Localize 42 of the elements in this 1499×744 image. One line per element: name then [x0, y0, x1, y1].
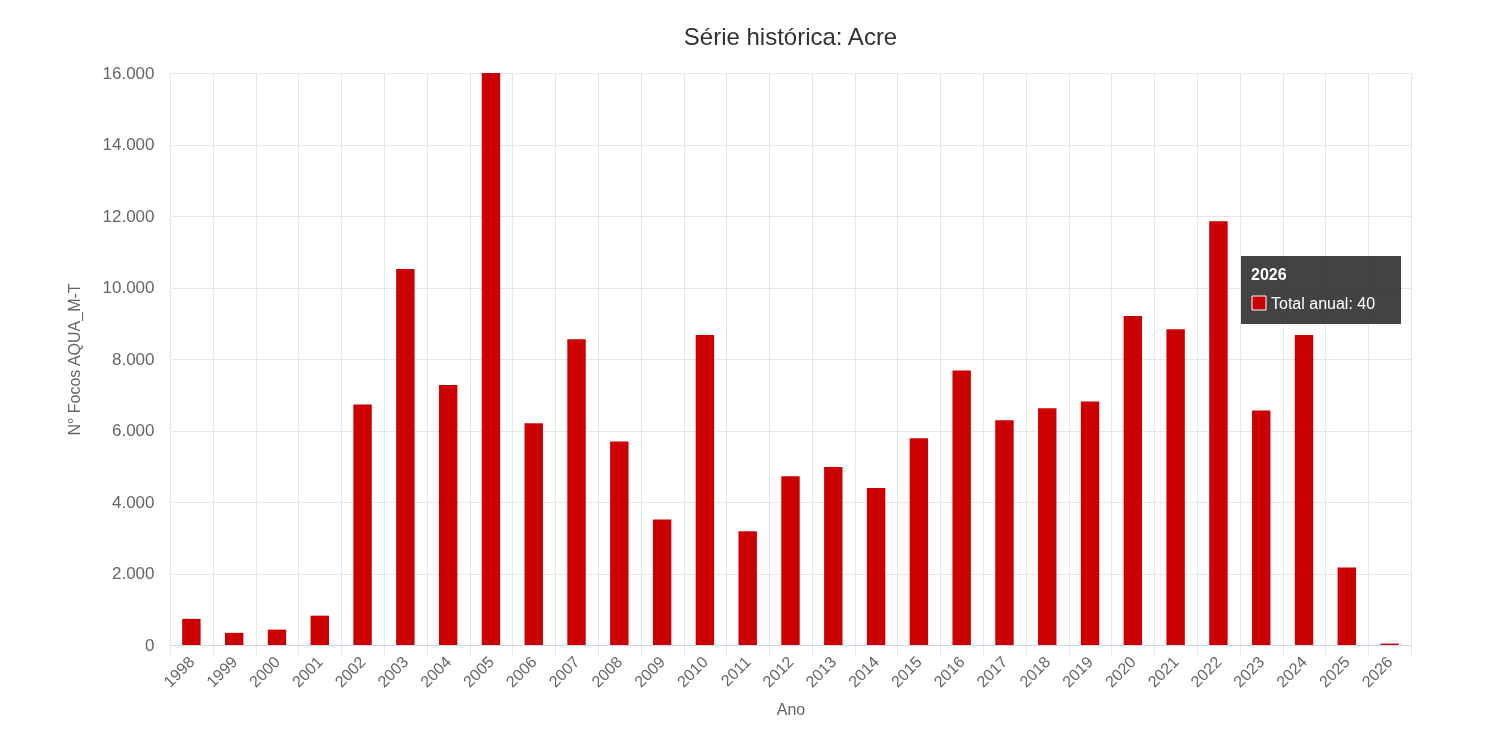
bar [182, 618, 201, 645]
bar [1166, 329, 1185, 645]
bar [353, 404, 372, 645]
bar [1337, 567, 1357, 645]
annotation: Total anual: 40 [1271, 295, 1376, 312]
bar [1209, 221, 1228, 645]
bar [396, 268, 415, 645]
bar [738, 531, 757, 645]
bar [224, 632, 244, 645]
bar [695, 335, 715, 645]
bar [567, 339, 586, 645]
y-tick-label: 4.000 [111, 492, 155, 512]
bar [610, 441, 629, 645]
bar [824, 466, 843, 645]
bar [952, 370, 971, 645]
bar [909, 438, 929, 645]
y-tick-label: 12.000 [102, 206, 155, 226]
bar [524, 423, 543, 645]
bar [267, 629, 287, 645]
bar [1080, 401, 1100, 645]
y-tick-label: 14.000 [102, 135, 155, 154]
bar [1123, 316, 1143, 645]
bar [481, 73, 501, 645]
y-tick-label: 10.000 [102, 278, 155, 297]
bar [652, 519, 672, 645]
y-tick-label: 0 [145, 635, 155, 655]
bar [1038, 408, 1057, 645]
annotation: 2026 [1251, 266, 1287, 283]
y-tick-label: 8.000 [111, 349, 155, 369]
y-tick-label: 6.000 [111, 421, 155, 440]
bar [438, 385, 458, 645]
bar [310, 615, 329, 645]
bar [995, 420, 1014, 645]
bar [1294, 335, 1314, 645]
y-tick-label: 2.000 [111, 564, 155, 583]
x-axis-title: Ano [776, 701, 806, 719]
y-axis-title: N° Focos AQUA_M-T [65, 283, 84, 436]
chart-title: Série histórica: Acre [683, 23, 898, 50]
bar [1252, 410, 1271, 645]
bar [781, 476, 800, 645]
bar [866, 488, 886, 645]
y-tick-label: 16.000 [102, 63, 155, 83]
